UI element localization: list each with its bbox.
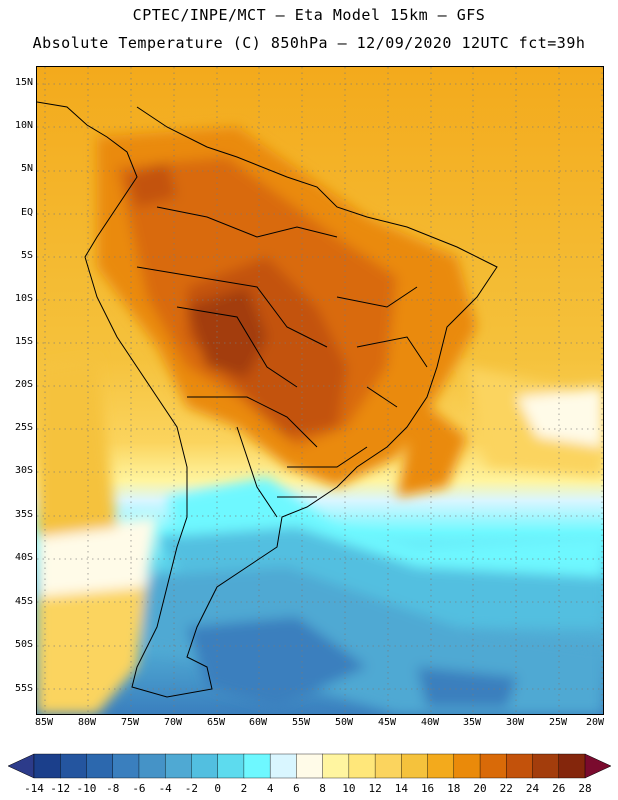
colorbar-tick-label: 4 [267,782,274,795]
lon-label-40w: 40W [420,717,440,728]
colorbar-tick-label: -14 [24,782,44,795]
colorbar-tick-label: -4 [159,782,173,795]
colorbar-swatch [191,753,219,779]
lat-label-15s: 15S [14,336,33,347]
lat-label-40s: 40S [14,552,33,563]
colorbar-tick-label: -6 [132,782,145,795]
colorbar-swatch [138,753,166,779]
colorbar-tick-label: 16 [421,782,434,795]
lon-label-80w: 80W [77,717,97,728]
colorbar-swatch [453,753,481,779]
chart-title-line2: Absolute Temperature (C) 850hPa – 12/09/… [32,34,586,52]
colorbar-swatch [558,753,586,779]
lat-label-5s: 5S [20,250,33,261]
lat-label-25s: 25S [14,422,33,433]
colorbar-swatch [112,753,140,779]
colorbar-tick-label: 12 [368,782,381,795]
lon-label-45w: 45W [377,717,397,728]
colorbar-tick-label: 26 [552,782,565,795]
colorbar-tick-label: -2 [185,782,198,795]
colorbar-tick-label: 6 [293,782,300,795]
colorbar-swatch [60,753,87,779]
lat-label-30s: 30S [14,465,33,476]
colorbar-swatch [374,753,402,779]
colorbar-swatch [269,753,297,779]
lon-label-75w: 75W [120,717,140,728]
colorbar-swatch [322,753,350,779]
colorbar-tick-label: 8 [319,782,326,795]
lon-label-30w: 30W [505,717,525,728]
lon-label-55w: 55W [291,717,311,728]
colorbar-swatch [243,753,271,779]
colorbar-swatch [479,753,507,779]
lon-label-70w: 70W [163,717,183,728]
colorbar-tick-label: -8 [106,782,119,795]
colorbar-tick-label: 18 [447,782,460,795]
chart-title-line1: CPTEC/INPE/MCT – Eta Model 15km – GFS [132,6,486,24]
colorbar-swatch [348,753,376,779]
colorbar-tick-label: 22 [500,782,513,795]
colorbar-swatch [506,753,534,779]
lat-label-15n: 15N [14,77,33,88]
colorbar-high-arrow [584,753,612,779]
lat-label-35s: 35S [14,509,33,520]
colorbar-tick-label: 24 [526,782,540,795]
lat-label-5n: 5N [20,163,33,174]
lon-label-85w: 85W [34,717,54,728]
colorbar-swatch [401,753,429,779]
colorbar-swatch [296,753,324,779]
lat-label-20s: 20S [14,379,33,390]
colorbar-swatch [33,753,61,779]
colorbar-tick-label: 14 [395,782,409,795]
colorbar-low-arrow [7,753,35,779]
lon-label-25w: 25W [548,717,568,728]
lon-label-65w: 65W [206,717,226,728]
colorbar-swatch [217,753,245,779]
lat-label-eq: EQ [20,207,33,218]
colorbar-tick-label: 0 [214,782,221,795]
lat-label-55s: 55S [14,683,33,694]
colorbar-tick-label: -10 [77,782,97,795]
lat-label-10n: 10N [14,120,33,131]
colorbar-tick-label: 2 [241,782,248,795]
colorbar-swatch [164,753,192,779]
colorbar-tick-label: 28 [578,782,591,795]
colorbar-swatch [532,753,560,779]
lon-label-60w: 60W [248,717,268,728]
lon-label-20w: 20W [585,717,605,728]
colorbar-tick-label: 20 [473,782,486,795]
temperature-map [36,66,604,715]
lat-label-10s: 10S [14,293,33,304]
lat-lon-grid [37,67,603,714]
colorbar-tick-label: -12 [50,782,70,795]
temperature-colorbar: -14 -12 -10 -8 -6 -4 -2 0 2 4 6 8 10 12 14 16 18 20 22 24 26… [7,753,612,795]
colorbar-tick-label: 10 [342,782,355,795]
lat-label-50s: 50S [14,639,33,650]
colorbar-swatch [427,753,455,779]
lon-label-35w: 35W [462,717,482,728]
lon-label-50w: 50W [334,717,354,728]
colorbar-swatch [86,753,114,779]
lat-label-45s: 45S [14,596,33,607]
coastline-and-borders [37,101,498,698]
